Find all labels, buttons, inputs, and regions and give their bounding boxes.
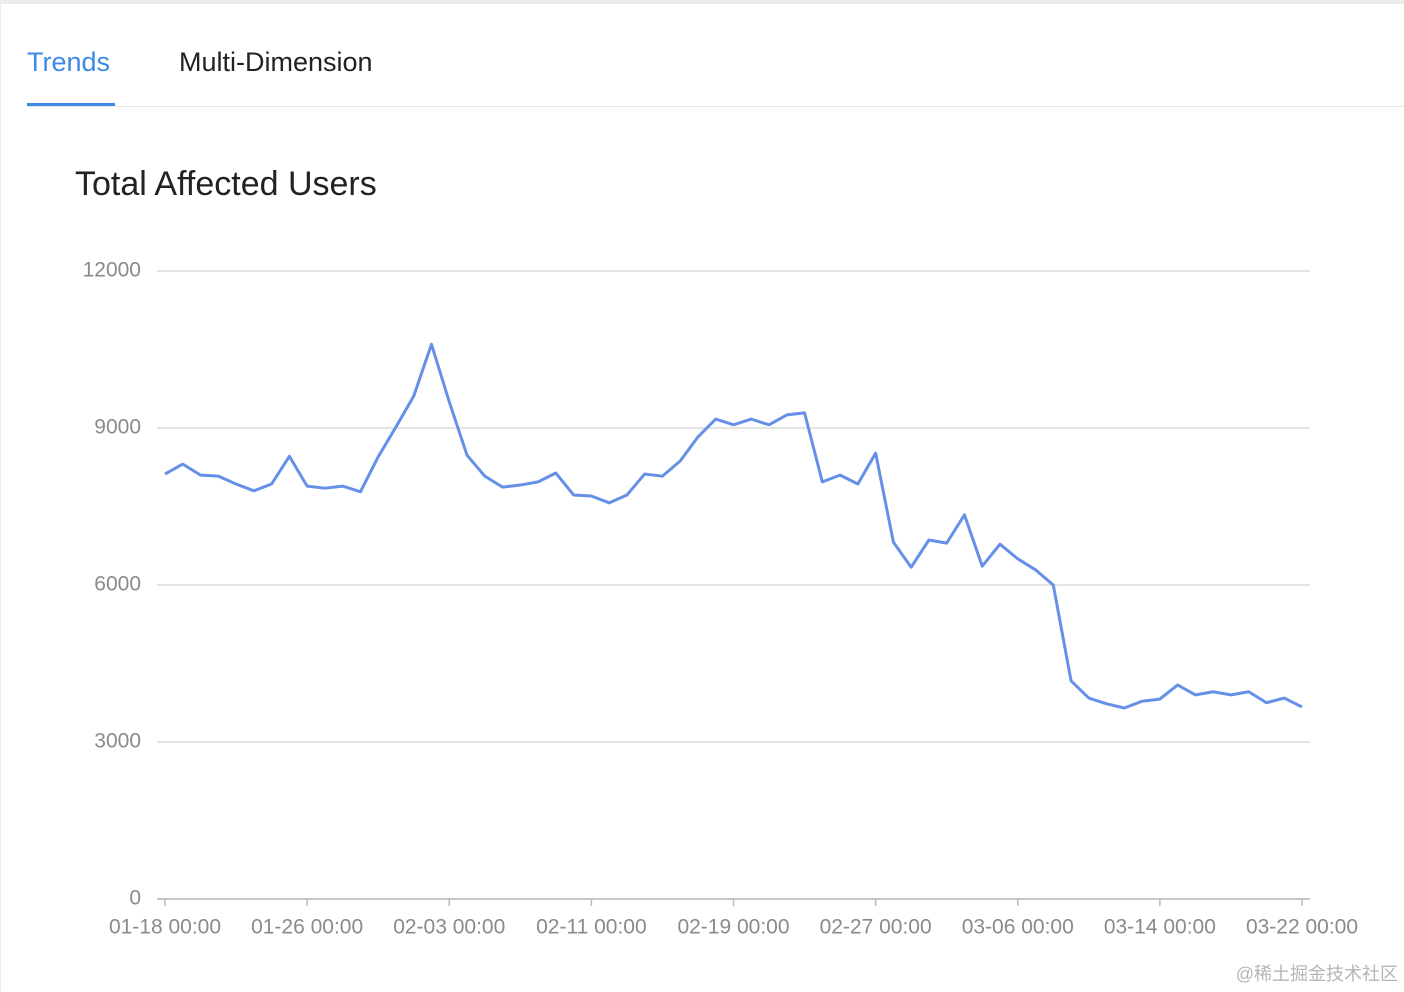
x-tick-label: 03-14 00:00 [1104, 916, 1216, 939]
tab-indicator [27, 103, 115, 107]
x-tick-label: 02-19 00:00 [677, 916, 789, 939]
tab-divider [27, 106, 1404, 107]
watermark: @稀土掘金技术社区 [1236, 964, 1398, 984]
y-tick-label: 9000 [94, 416, 141, 439]
y-tick-label: 0 [129, 887, 141, 910]
tab-trends[interactable]: Trends [27, 47, 111, 77]
series-line [164, 342, 1303, 710]
x-tick-label: 02-03 00:00 [393, 916, 505, 939]
x-tick-label: 01-26 00:00 [251, 916, 363, 939]
y-tick-label: 3000 [94, 730, 141, 753]
x-tick-label: 02-11 00:00 [536, 916, 647, 939]
y-tick-label: 6000 [94, 573, 141, 596]
x-tick-label: 01-18 00:00 [109, 916, 221, 939]
tab-multi-dimension[interactable]: Multi-Dimension [179, 47, 373, 77]
x-tick-label: 03-06 00:00 [962, 916, 1074, 939]
y-tick-label: 12000 [83, 259, 141, 282]
chart-title: Total Affected Users [75, 165, 377, 203]
x-tick-label: 03-22 00:00 [1246, 916, 1358, 939]
x-tick-label: 02-27 00:00 [820, 916, 932, 939]
